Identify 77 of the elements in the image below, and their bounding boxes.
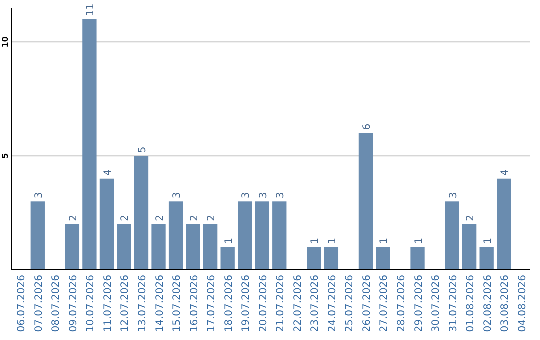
x-tick-label: 26.07.2026	[362, 275, 373, 332]
data-label: 1	[414, 238, 425, 244]
x-tick-label: 07.07.2026	[34, 275, 45, 332]
x-tick-label: 09.07.2026	[68, 275, 80, 332]
x-tick-label: 04.08.2026	[517, 275, 528, 332]
bar	[168, 202, 184, 270]
x-tick-label: 14.07.2026	[154, 275, 166, 332]
x-tick-label: 08.07.2026	[51, 275, 62, 332]
bar	[445, 202, 460, 270]
data-label: 2	[189, 215, 200, 222]
data-label: 3	[34, 192, 45, 199]
bar	[324, 247, 339, 270]
data-label: 5	[138, 146, 148, 154]
x-tick-label: 06.07.2026	[16, 275, 28, 332]
x-tick-label: 01.08.2026	[466, 275, 477, 332]
data-label: 1	[327, 238, 338, 244]
x-tick-label: 19.07.2026	[241, 275, 252, 332]
bar	[410, 247, 425, 270]
data-label: 2	[154, 215, 166, 222]
x-tick-label: 31.07.2026	[448, 275, 460, 332]
data-label: 6	[362, 124, 373, 130]
bar	[376, 247, 390, 270]
x-tick-label: 18.07.2026	[224, 275, 235, 332]
x-tick-label: 12.07.2026	[120, 275, 132, 332]
bar	[30, 202, 45, 270]
x-tick-label: 20.07.2026	[258, 275, 270, 332]
bar	[100, 178, 114, 270]
bar	[462, 224, 477, 270]
x-tick-label: 24.07.2026	[327, 275, 338, 332]
data-label: 2	[120, 215, 132, 222]
x-tick-label: 21.07.2026	[276, 275, 287, 332]
x-tick-label: 29.07.2026	[414, 275, 425, 332]
bar	[255, 202, 270, 270]
x-tick-label: 02.08.2026	[482, 275, 494, 332]
bar	[220, 247, 235, 270]
data-label: 3	[276, 192, 287, 199]
x-tick-label: 15.07.2026	[172, 275, 184, 332]
bar	[272, 202, 287, 270]
data-label: 1	[482, 238, 494, 244]
bar	[82, 19, 97, 270]
x-tick-label: 16.07.2026	[189, 275, 200, 332]
bar	[480, 247, 494, 270]
data-label: 3	[172, 192, 184, 199]
x-tick-label: 23.07.2026	[310, 275, 322, 332]
x-tick-label: 03.08.2026	[500, 275, 512, 332]
data-label: 11	[86, 4, 97, 16]
bar	[65, 224, 80, 270]
bar	[307, 247, 322, 270]
x-tick-label: 11.07.2026	[102, 275, 114, 332]
bar	[134, 156, 149, 270]
x-tick-label: 13.07.2026	[138, 275, 148, 332]
x-tick-label: 25.07.2026	[344, 275, 356, 332]
data-label: 2	[466, 215, 477, 222]
bar	[358, 133, 374, 270]
x-tick-label: 30.07.2026	[431, 275, 442, 332]
x-tick-label: 22.07.2026	[292, 275, 304, 332]
data-label: 1	[224, 238, 235, 244]
x-tick-label: 28.07.2026	[396, 275, 408, 332]
bar	[152, 224, 166, 270]
x-tick-label: 27.07.2026	[379, 275, 390, 332]
data-label: 3	[448, 192, 460, 199]
bar	[238, 202, 252, 270]
bar	[186, 224, 200, 270]
bar	[117, 224, 132, 270]
data-label: 1	[310, 238, 322, 244]
x-tick-label: 10.07.2026	[86, 275, 97, 332]
data-label: 4	[102, 169, 114, 176]
y-tick-label: 10	[1, 36, 10, 48]
data-label: 4	[500, 169, 512, 176]
data-label: 2	[206, 215, 218, 222]
data-label: 3	[258, 192, 270, 199]
data-label: 2	[68, 215, 80, 222]
x-tick-label: 17.07.2026	[206, 275, 218, 332]
data-label: 3	[241, 192, 252, 199]
data-label: 1	[379, 238, 390, 244]
bar	[203, 224, 218, 270]
bar	[497, 178, 512, 270]
